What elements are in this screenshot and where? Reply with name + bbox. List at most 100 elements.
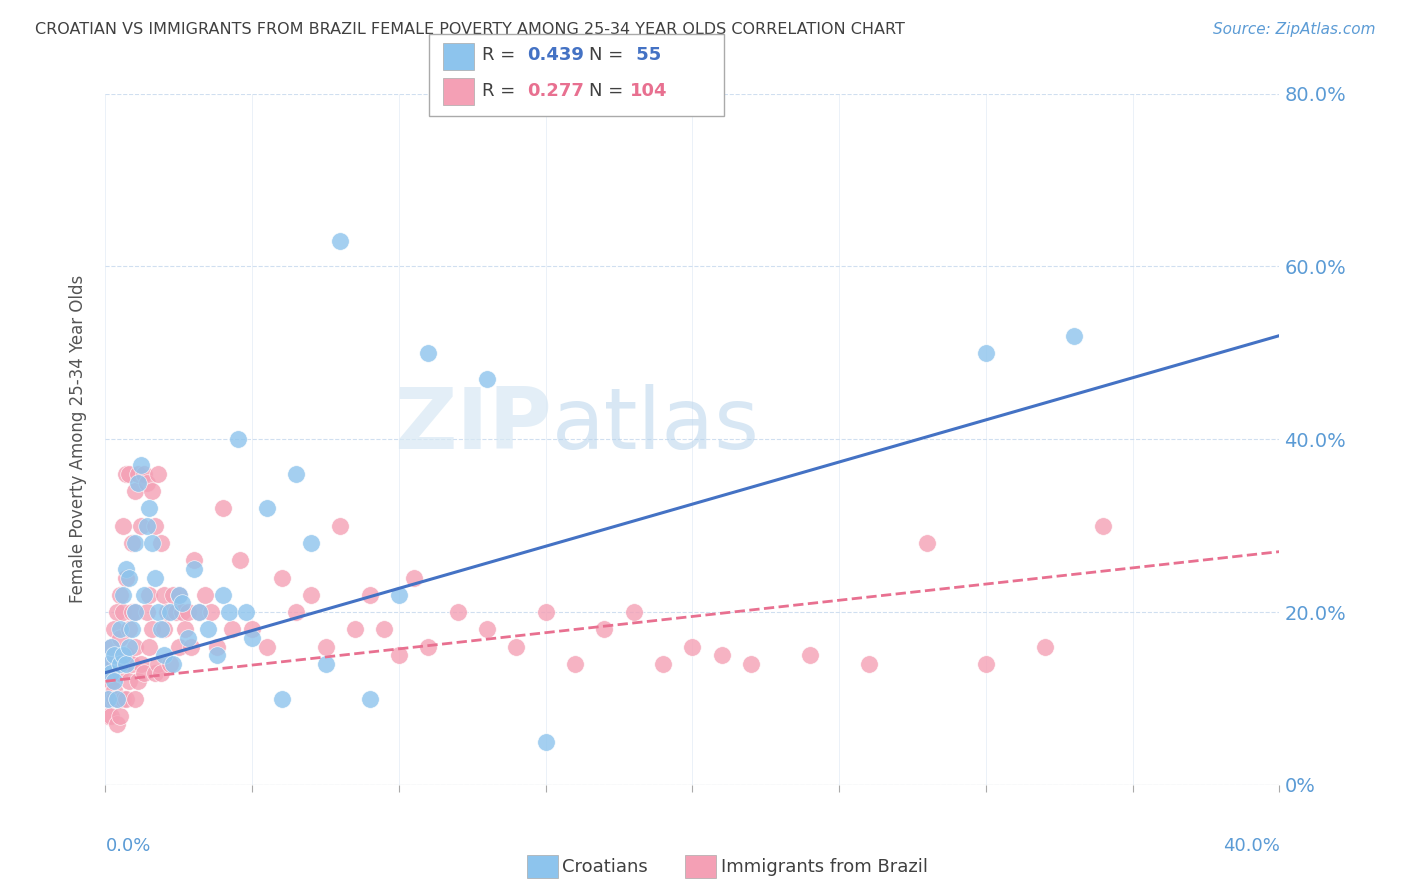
Point xyxy=(129,518,152,533)
Point xyxy=(180,640,202,654)
Point xyxy=(105,691,128,706)
Point xyxy=(270,691,292,706)
Point xyxy=(97,708,120,723)
Point xyxy=(118,571,141,585)
Point xyxy=(108,623,131,637)
Point xyxy=(1092,518,1115,533)
Point xyxy=(315,640,337,654)
Point xyxy=(103,648,125,663)
Point xyxy=(229,553,252,567)
Text: R =: R = xyxy=(482,82,522,100)
Point xyxy=(135,518,157,533)
Text: atlas: atlas xyxy=(551,384,759,467)
Point xyxy=(652,657,675,671)
Point xyxy=(505,640,527,654)
Point xyxy=(974,346,997,360)
Point xyxy=(124,691,146,706)
Point xyxy=(388,588,411,602)
Point xyxy=(183,562,205,576)
Point xyxy=(167,588,190,602)
Text: 55: 55 xyxy=(630,46,661,64)
Point xyxy=(118,623,141,637)
Point xyxy=(121,536,143,550)
Point xyxy=(124,605,146,619)
Text: Croatians: Croatians xyxy=(562,858,648,876)
Point xyxy=(221,623,243,637)
Point xyxy=(148,657,170,671)
Text: 0.0%: 0.0% xyxy=(105,837,150,855)
Point xyxy=(402,571,425,585)
Point xyxy=(593,623,616,637)
Point xyxy=(858,657,880,671)
Point xyxy=(97,691,120,706)
Point xyxy=(103,657,125,671)
Point xyxy=(97,657,120,671)
Point xyxy=(100,640,122,654)
Point xyxy=(256,640,278,654)
Point xyxy=(138,588,160,602)
Point xyxy=(359,691,381,706)
Point xyxy=(118,674,141,689)
Point xyxy=(218,605,240,619)
Point xyxy=(112,518,135,533)
Point xyxy=(240,631,263,645)
Point xyxy=(132,588,155,602)
Point xyxy=(170,597,193,611)
Point xyxy=(418,640,440,654)
Point xyxy=(97,657,120,671)
Text: N =: N = xyxy=(589,46,628,64)
Point xyxy=(121,623,143,637)
Point xyxy=(418,346,440,360)
Point xyxy=(176,631,198,645)
Point xyxy=(740,657,762,671)
Point xyxy=(188,605,211,619)
Point xyxy=(170,605,193,619)
Point xyxy=(165,605,187,619)
Point xyxy=(108,631,131,645)
Point xyxy=(150,665,173,680)
Point xyxy=(564,657,586,671)
Point xyxy=(112,605,135,619)
Point xyxy=(799,648,821,663)
Point xyxy=(159,605,181,619)
Point xyxy=(108,708,131,723)
Point xyxy=(148,467,170,481)
Point xyxy=(118,640,141,654)
Point xyxy=(329,518,352,533)
Point xyxy=(112,648,135,663)
Point xyxy=(124,605,146,619)
Point xyxy=(112,657,135,671)
Point xyxy=(108,665,131,680)
Point xyxy=(124,484,146,499)
Point xyxy=(105,657,128,671)
Point xyxy=(373,623,395,637)
Point xyxy=(143,571,166,585)
Point xyxy=(240,623,263,637)
Point xyxy=(141,623,163,637)
Point xyxy=(188,605,211,619)
Point xyxy=(475,372,498,386)
Point xyxy=(162,657,184,671)
Point xyxy=(103,691,125,706)
Point xyxy=(129,458,152,473)
Point xyxy=(534,735,557,749)
Point xyxy=(167,640,190,654)
Y-axis label: Female Poverty Among 25-34 Year Olds: Female Poverty Among 25-34 Year Olds xyxy=(69,276,87,603)
Point xyxy=(197,623,219,637)
Point xyxy=(159,657,181,671)
Point xyxy=(315,657,337,671)
Point xyxy=(105,691,128,706)
Point xyxy=(205,640,228,654)
Point xyxy=(226,432,249,446)
Point xyxy=(127,467,149,481)
Point xyxy=(100,674,122,689)
Point xyxy=(534,605,557,619)
Point xyxy=(285,467,308,481)
Point xyxy=(121,605,143,619)
Point xyxy=(127,674,149,689)
Point xyxy=(103,682,125,697)
Point xyxy=(211,501,233,516)
Point xyxy=(1033,640,1056,654)
Point xyxy=(148,605,170,619)
Point xyxy=(112,691,135,706)
